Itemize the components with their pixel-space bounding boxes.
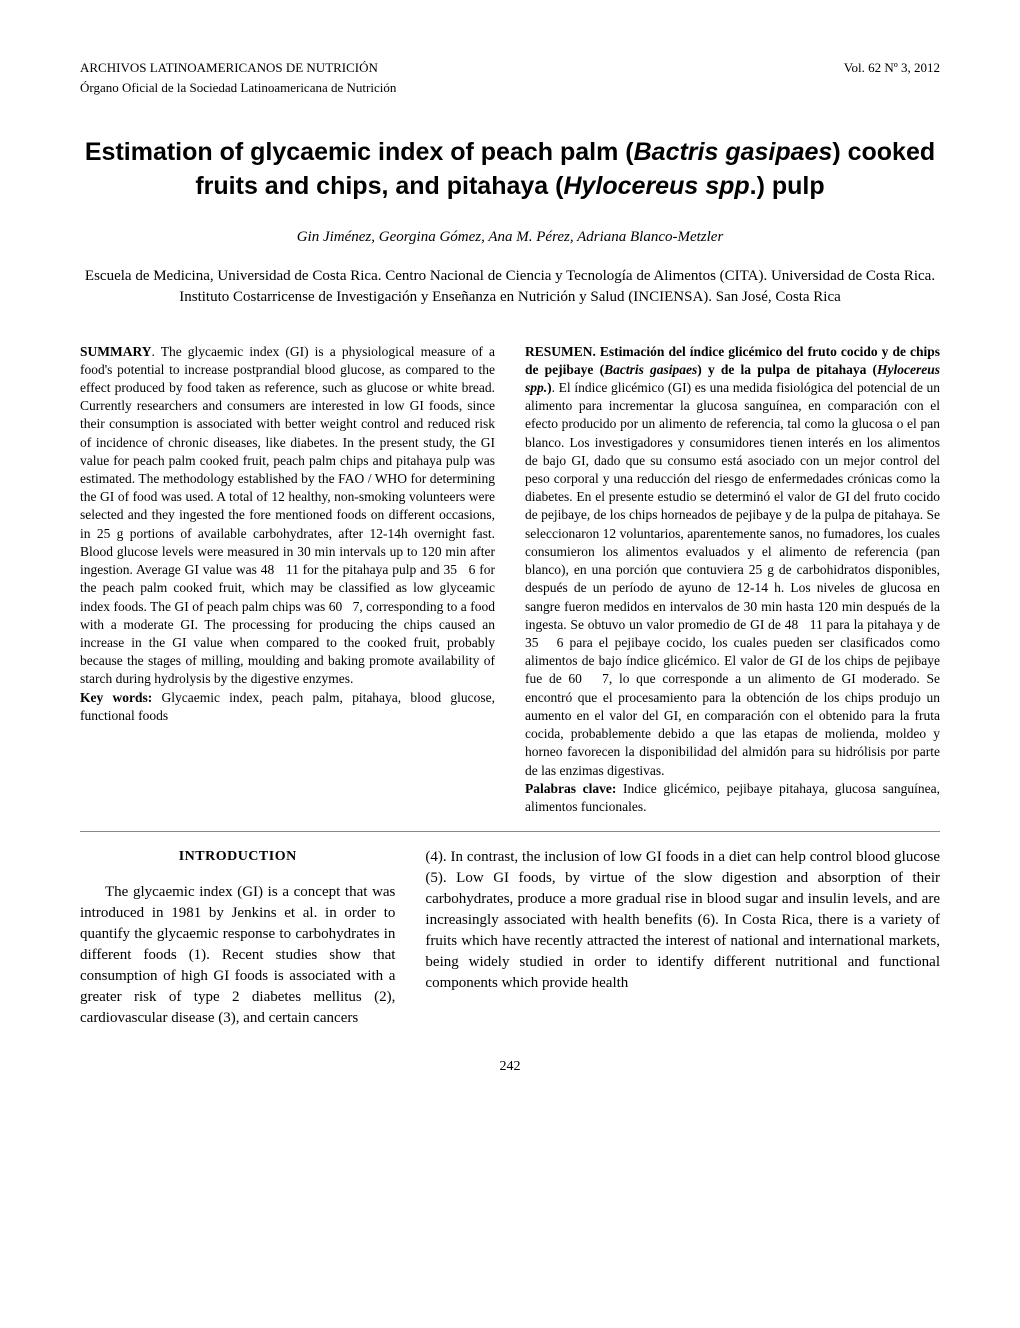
intro-right-text: (4). In contrast, the inclusion of low G… <box>425 847 940 994</box>
article-title: Estimation of glycaemic index of peach p… <box>80 136 940 204</box>
affiliation: Escuela de Medicina, Universidad de Cost… <box>80 266 940 308</box>
resumen-species1: Bactris gasipaes <box>604 362 697 377</box>
section-divider <box>80 831 940 832</box>
introduction-section: INTRODUCTION The glycaemic index (GI) is… <box>80 847 940 1029</box>
keywords-label-en: Key words: <box>80 690 152 705</box>
authors: Gin Jiménez, Georgina Gómez, Ana M. Pére… <box>80 229 940 246</box>
journal-subtitle: Órgano Oficial de la Sociedad Latinoamer… <box>80 80 940 96</box>
intro-left-text: The glycaemic index (GI) is a concept th… <box>80 882 395 1029</box>
resumen-spanish: RESUMEN. Estimación del índice glicémico… <box>525 343 940 817</box>
summary-english: SUMMARY. The glycaemic index (GI) is a p… <box>80 343 495 817</box>
intro-left-column: INTRODUCTION The glycaemic index (GI) is… <box>80 847 395 1029</box>
journal-name: ARCHIVOS LATINOAMERICANOS DE NUTRICIÓN <box>80 60 378 76</box>
resumen-mid: ) y de la pulpa de pitahaya ( <box>697 362 877 377</box>
abstract-section: SUMMARY. The glycaemic index (GI) is a p… <box>80 343 940 817</box>
intro-right-column: (4). In contrast, the inclusion of low G… <box>425 847 940 1029</box>
journal-volume: Vol. 62 Nº 3, 2012 <box>844 60 940 76</box>
summary-body: . The glycaemic index (GI) is a physiolo… <box>80 344 495 687</box>
resumen-body: . El índice glicémico (GI) es una medida… <box>525 380 940 778</box>
summary-label: SUMMARY <box>80 344 152 359</box>
intro-heading: INTRODUCTION <box>80 847 395 867</box>
journal-header: ARCHIVOS LATINOAMERICANOS DE NUTRICIÓN V… <box>80 60 940 76</box>
page-number: 242 <box>80 1059 940 1075</box>
keywords-label-es: Palabras clave: <box>525 781 616 796</box>
